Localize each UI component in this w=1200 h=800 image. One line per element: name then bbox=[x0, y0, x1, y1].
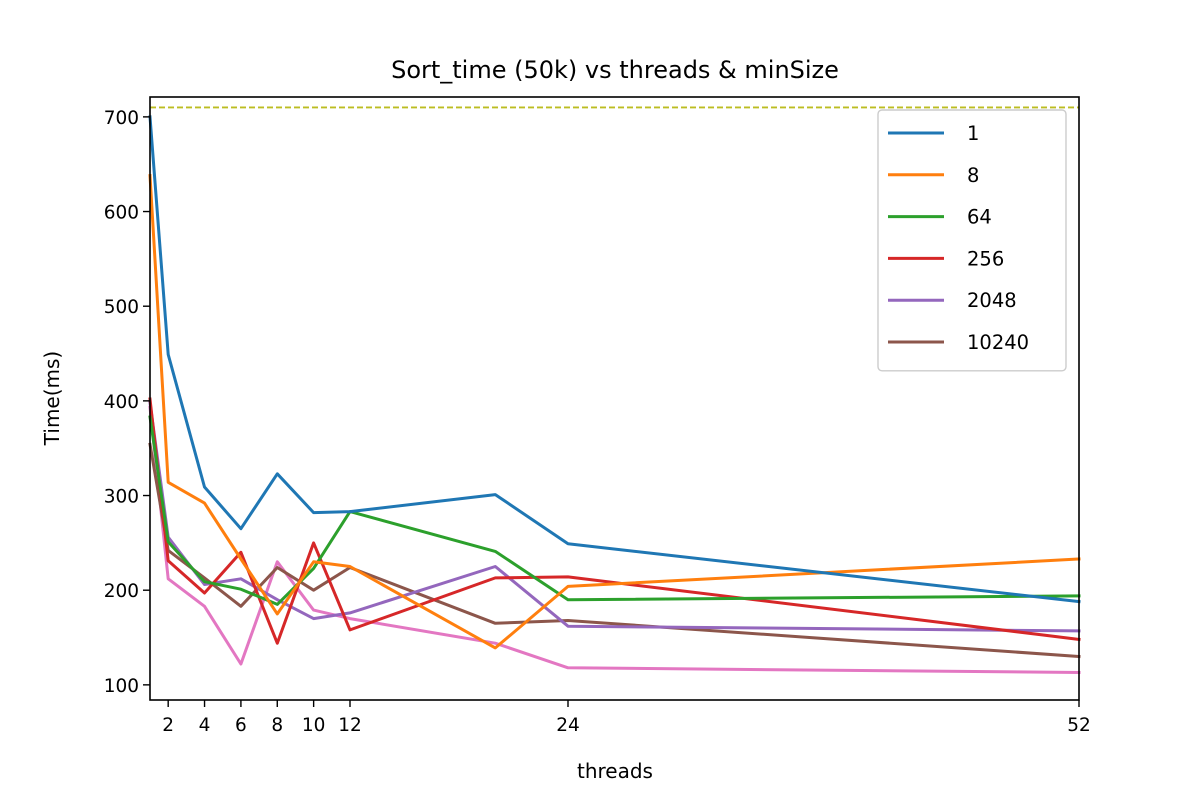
y-tick-label: 100 bbox=[104, 676, 139, 697]
y-tick-label: 600 bbox=[104, 203, 139, 224]
y-axis: 100 200 300 400 500 600 700 bbox=[104, 108, 150, 697]
legend-label-256: 256 bbox=[967, 247, 1004, 270]
x-tick-label: 10 bbox=[302, 715, 326, 736]
y-tick-label: 500 bbox=[104, 297, 139, 318]
y-tick-label: 200 bbox=[104, 581, 139, 602]
legend-label-2048: 2048 bbox=[967, 289, 1017, 312]
legend-label-10240: 10240 bbox=[967, 331, 1029, 354]
x-axis: 2 4 6 8 10 12 24 52 bbox=[162, 700, 1091, 736]
legend-label-8: 8 bbox=[967, 164, 979, 187]
legend: 1 8 64 256 2048 10240 bbox=[877, 109, 1067, 372]
y-tick-label: 300 bbox=[104, 487, 139, 508]
x-tick-label: 24 bbox=[556, 715, 580, 736]
legend-label-1: 1 bbox=[967, 122, 979, 145]
x-tick-label: 4 bbox=[199, 715, 211, 736]
plot-frame bbox=[149, 96, 1080, 701]
y-tick-label: 400 bbox=[104, 392, 139, 413]
y-axis-label: Time(ms) bbox=[40, 351, 64, 446]
x-tick-label: 52 bbox=[1067, 715, 1091, 736]
legend-label-64: 64 bbox=[967, 206, 992, 229]
series-line-256 bbox=[148, 397, 1081, 645]
series-line-8 bbox=[148, 174, 1081, 650]
series-line-10240 bbox=[148, 442, 1081, 659]
x-axis-label: threads bbox=[577, 759, 653, 783]
chart-title: Sort_time (50k) vs threads & minSize bbox=[391, 56, 839, 84]
series-line-1 bbox=[148, 115, 1081, 604]
x-tick-label: 12 bbox=[338, 715, 362, 736]
y-tick-label: 700 bbox=[104, 108, 139, 129]
x-tick-label: 8 bbox=[271, 715, 283, 736]
series-layer bbox=[148, 115, 1081, 675]
x-tick-label: 2 bbox=[162, 715, 174, 736]
x-tick-label: 6 bbox=[235, 715, 247, 736]
